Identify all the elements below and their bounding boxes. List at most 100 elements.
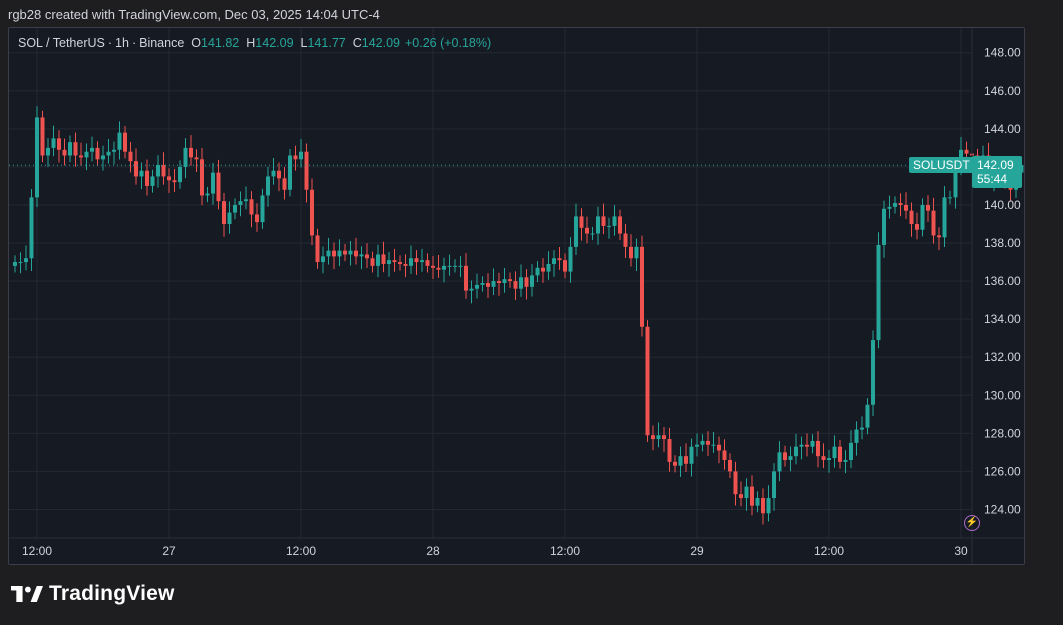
candle (651, 425, 655, 451)
candle (277, 162, 281, 192)
candle (134, 148, 138, 185)
legend-exchange[interactable]: Binance (139, 36, 185, 50)
candle (920, 198, 925, 237)
candle (343, 243, 347, 262)
candle-body (695, 444, 699, 447)
candle-body (68, 142, 72, 156)
last-price-tag: 142.09 55:44 (972, 156, 1022, 189)
candle-body (794, 446, 798, 457)
candle (57, 130, 61, 163)
candle-body (942, 197, 947, 238)
candle (13, 255, 17, 273)
candle (464, 253, 468, 299)
brand-footer[interactable]: TradingView (11, 582, 175, 606)
candle (475, 273, 479, 299)
candle (612, 205, 617, 236)
candle (95, 141, 100, 166)
candle-body (200, 159, 204, 196)
candle-body (711, 444, 716, 446)
last-price-value: 142.09 (977, 158, 1014, 173)
candle (167, 168, 171, 193)
alert-icon[interactable]: ⚡ (964, 515, 980, 531)
candle (535, 261, 540, 283)
x-tick-label: 29 (690, 544, 704, 558)
candle (607, 217, 611, 239)
candle (524, 269, 529, 300)
candle (337, 239, 342, 267)
candle (568, 237, 573, 283)
candle (733, 461, 738, 506)
candle-body (13, 262, 17, 266)
candle-body (860, 427, 864, 430)
candle-body (557, 258, 562, 261)
legend-change: +0.26 (+0.18%) (404, 36, 492, 50)
candle-body (315, 235, 320, 263)
candle-body (161, 165, 166, 177)
candle (871, 330, 875, 417)
candle-body (854, 429, 859, 443)
candle-body (783, 452, 787, 460)
y-tick-label: 148.00 (984, 46, 1021, 60)
candle (497, 272, 501, 296)
candle (634, 238, 639, 272)
candle (865, 398, 870, 435)
x-tick-label: 12:00 (22, 544, 52, 558)
candle-body (101, 155, 105, 160)
candle (728, 453, 732, 479)
y-tick-label: 138.00 (984, 236, 1021, 250)
candle-body (409, 258, 413, 266)
candle (915, 212, 919, 240)
candle-body (387, 260, 391, 264)
candle (706, 431, 710, 456)
candle-body (678, 456, 683, 466)
candle-body (73, 142, 78, 156)
x-tick-label: 30 (954, 544, 968, 558)
legend-symbol[interactable]: SOL / TetherUS (18, 36, 105, 50)
legend-separator: · (107, 36, 113, 50)
legend-open-value: 141.82 (201, 36, 240, 50)
candle (827, 449, 831, 473)
candle-body (442, 265, 446, 270)
legend-close-label: C (352, 36, 362, 50)
candle-body (750, 486, 754, 506)
candle-body (926, 204, 930, 211)
candle (876, 232, 881, 349)
candle-body (838, 446, 842, 462)
candle (816, 431, 820, 468)
candle (849, 430, 853, 469)
candle (783, 445, 787, 467)
candle (838, 439, 842, 469)
candle (799, 436, 804, 460)
candle-body (431, 265, 435, 268)
candle (541, 258, 545, 283)
candle-body (508, 279, 512, 282)
candle-body (293, 155, 298, 160)
candle-body (343, 250, 347, 255)
candle-body (260, 195, 265, 223)
candle-body (222, 201, 226, 225)
legend-interval[interactable]: 1h (115, 36, 129, 50)
candle-body (29, 197, 34, 259)
candle-body (381, 254, 386, 264)
candle-body (546, 263, 551, 272)
candle-body (266, 176, 270, 196)
candle (84, 143, 89, 171)
chart-area[interactable]: 148.00146.00144.00142.00140.00138.00136.… (8, 27, 1025, 565)
candle (530, 264, 534, 297)
candle-body (145, 170, 149, 186)
candle-body (178, 166, 182, 183)
price-chart[interactable]: 148.00146.00144.00142.00140.00138.00136.… (9, 28, 1024, 564)
candle (293, 145, 298, 171)
tradingview-logo-icon (11, 586, 43, 602)
candle (73, 132, 78, 167)
candle (508, 272, 512, 288)
candle (442, 257, 446, 283)
y-tick-label: 128.00 (984, 426, 1021, 440)
candle-body (255, 214, 259, 223)
candle-body (403, 263, 408, 266)
candle-body (326, 250, 331, 257)
candle (904, 192, 908, 219)
candle (623, 223, 628, 259)
candle (282, 167, 287, 200)
candle-body (310, 189, 314, 236)
